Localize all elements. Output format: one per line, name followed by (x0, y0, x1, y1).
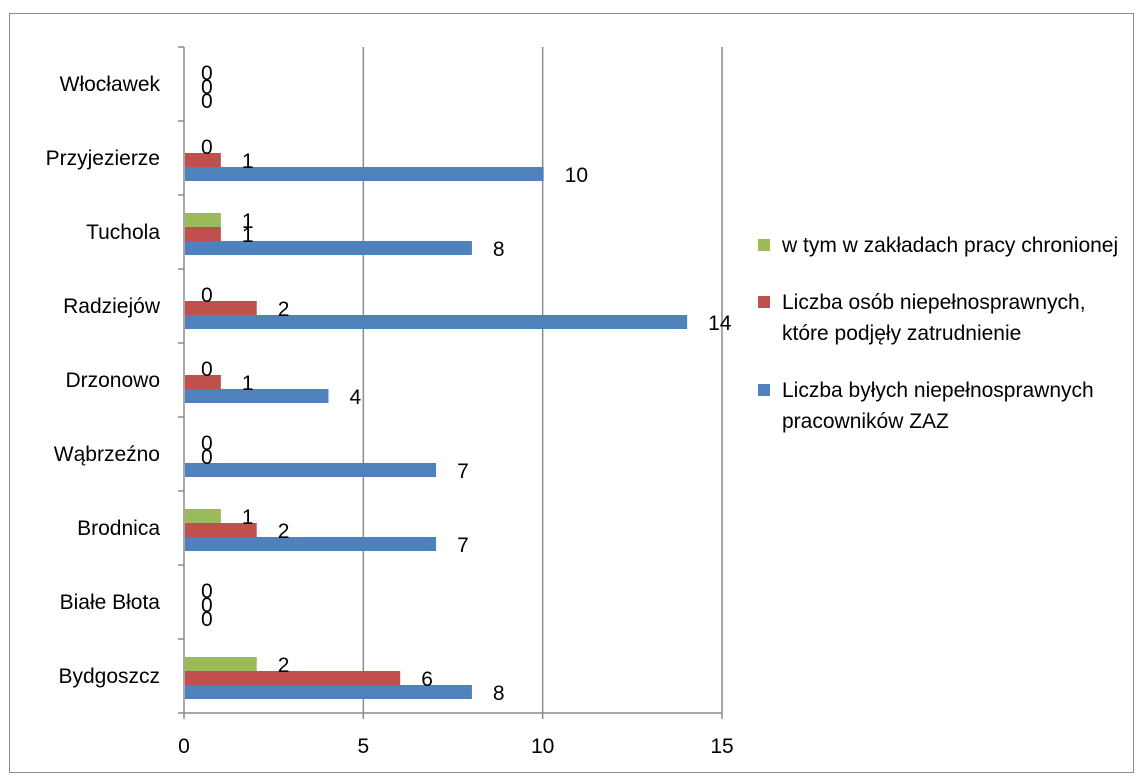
legend-swatch-blue (758, 384, 770, 396)
legend-label: w tym w zakładach pracy chronionej (782, 234, 1119, 257)
data-label: 4 (349, 386, 361, 409)
category-label: Bydgoszcz (58, 665, 160, 688)
data-label: 0 (201, 432, 213, 455)
category-label: Brodnica (77, 517, 160, 540)
bars (185, 153, 688, 699)
data-label: 0 (201, 62, 213, 85)
category-label: Przyjezierze (46, 147, 160, 170)
legend-swatch-green (758, 239, 770, 251)
data-label: 7 (457, 460, 469, 483)
bar (185, 463, 437, 477)
data-label: 1 (242, 372, 254, 395)
data-label: 7 (457, 534, 469, 557)
x-tick-label: 5 (357, 735, 369, 758)
bar (185, 167, 544, 181)
data-label: 2 (278, 298, 290, 321)
legend-label: Liczba osób niepełnosprawnych, które pod… (782, 291, 1086, 345)
legend-item-green: w tym w zakładach pracy chronionej (758, 230, 1138, 261)
data-label: 8 (493, 682, 505, 705)
data-label: 10 (565, 164, 588, 187)
axes (178, 46, 723, 719)
category-label: Tuchola (86, 221, 160, 244)
data-label: 2 (278, 520, 290, 543)
data-label: 2 (278, 654, 290, 677)
data-label: 0 (201, 446, 213, 469)
legend: w tym w zakładach pracy chronionej Liczb… (758, 230, 1138, 463)
legend-item-red: Liczba osób niepełnosprawnych, które pod… (758, 287, 1138, 349)
bar (185, 671, 401, 685)
bar (185, 389, 329, 403)
data-label: 8 (493, 238, 505, 261)
x-tick-label: 0 (178, 735, 190, 758)
bar (185, 227, 221, 241)
x-tick-label: 10 (531, 735, 554, 758)
grid (362, 47, 723, 713)
bar (185, 315, 688, 329)
data-label: 1 (242, 150, 254, 173)
data-label: 0 (201, 580, 213, 603)
data-label: 14 (708, 312, 732, 335)
data-label: 0 (201, 358, 213, 381)
bar (185, 375, 221, 389)
x-tick-label: 15 (710, 735, 733, 758)
data-label: 0 (201, 284, 213, 307)
legend-swatch-red (758, 296, 770, 308)
bar (185, 301, 257, 315)
legend-label: Liczba byłych niepełnosprawnych pracowni… (782, 379, 1094, 433)
bar (185, 153, 221, 167)
data-label: 0 (201, 90, 213, 113)
bar (185, 213, 221, 227)
category-label: Wąbrzeźno (54, 443, 160, 466)
bar (185, 523, 257, 537)
data-label: 1 (242, 210, 254, 233)
bar (185, 537, 437, 551)
data-label: 0 (201, 136, 213, 159)
category-label: Białe Błota (60, 591, 161, 614)
data-label: 6 (421, 668, 433, 691)
category-label: Włocławek (60, 73, 161, 96)
bar (185, 685, 472, 699)
legend-item-blue: Liczba byłych niepełnosprawnych pracowni… (758, 375, 1138, 437)
bar (185, 509, 221, 523)
category-label: Drzonowo (65, 369, 160, 392)
data-label: 1 (242, 506, 254, 529)
bar (185, 241, 472, 255)
data-label: 0 (201, 594, 213, 617)
bar (185, 657, 257, 671)
data-label: 1 (242, 224, 254, 247)
data-label: 0 (201, 608, 213, 631)
category-label: Radziejów (63, 295, 161, 318)
data-label: 0 (201, 76, 213, 99)
